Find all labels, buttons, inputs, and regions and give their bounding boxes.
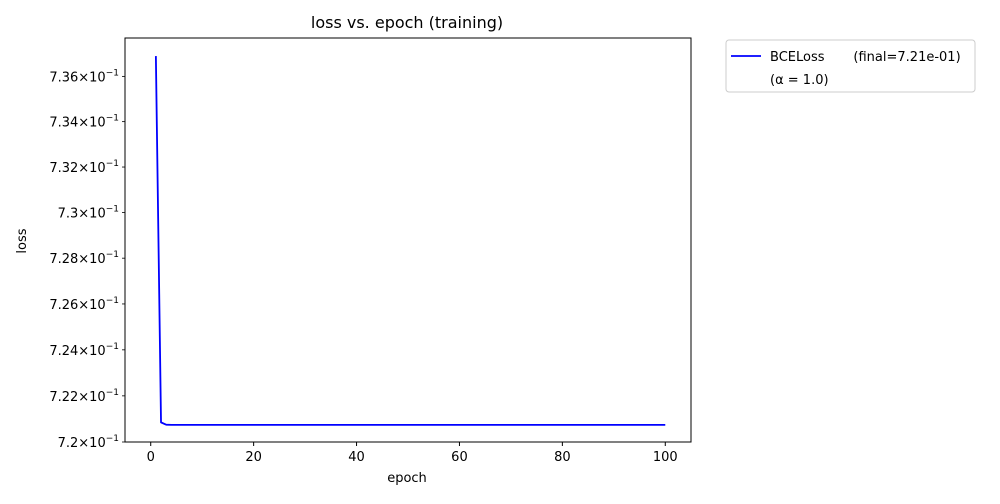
plot-area: 0 20 40 60 80 100 7.2×10−1 7.22×10−1 7.24×10−1 7.… <box>49 37 692 465</box>
x-axis-label: epoch <box>387 471 427 486</box>
y-tick-label: 7.32×10−1 <box>49 159 119 176</box>
y-tick-label: 7.34×10−1 <box>49 114 119 131</box>
x-tick-label: 80 <box>554 450 571 465</box>
x-tick-label: 100 <box>653 450 678 465</box>
y-tick-label: 7.3×10−1 <box>58 205 119 222</box>
x-tick-label: 20 <box>245 450 262 465</box>
y-tick-label: 7.2×10−1 <box>58 434 119 451</box>
legend-frame <box>725 39 976 93</box>
chart-title: loss vs. epoch (training) <box>311 13 503 32</box>
y-axis-label: loss <box>15 228 30 253</box>
legend: BCELoss (final=7.21e-01) (α = 1.0) <box>725 39 976 93</box>
x-tick-label: 40 <box>348 450 365 465</box>
y-tick-label: 7.28×10−1 <box>49 250 119 267</box>
x-tick-label: 60 <box>451 450 468 465</box>
x-tick-label: 0 <box>147 450 155 465</box>
y-tick-label: 7.26×10−1 <box>49 296 119 313</box>
legend-label-line2: (α = 1.0) <box>770 73 829 88</box>
y-tick-label: 7.22×10−1 <box>49 388 119 405</box>
legend-label-line1: BCELoss (final=7.21e-01) <box>770 50 961 65</box>
y-tick-label: 7.24×10−1 <box>49 342 119 359</box>
series-line-bceloss <box>154 56 666 426</box>
axes-frame <box>124 37 692 443</box>
y-tick-label: 7.36×10−1 <box>49 68 119 85</box>
